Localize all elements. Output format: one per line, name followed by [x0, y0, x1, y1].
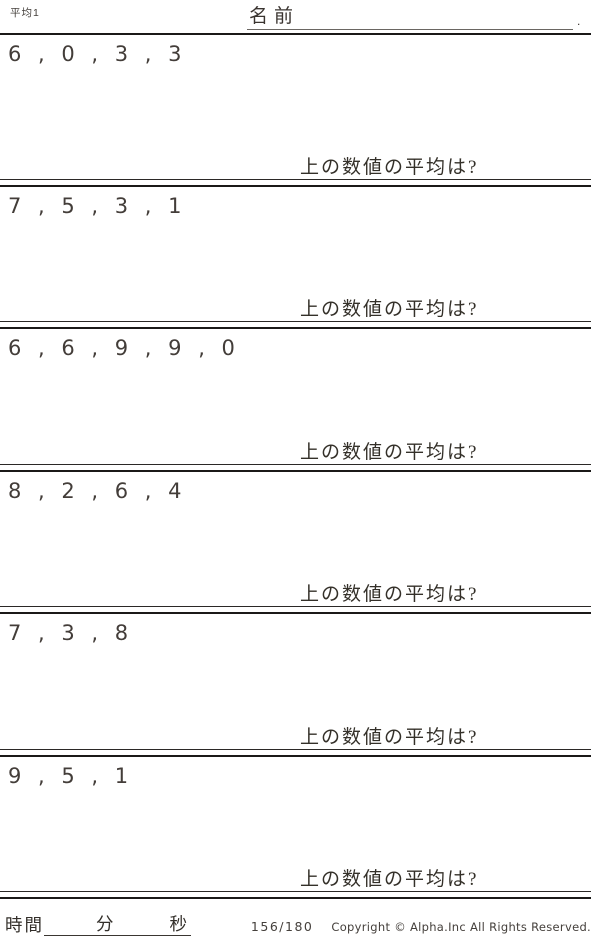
copyright-text: Copyright © Alpha.Inc All Rights Reserve… — [331, 920, 591, 934]
question-label: 上の数値の平均は? — [300, 869, 479, 890]
question-label: 上の数値の平均は? — [300, 726, 479, 748]
answer-line-1[interactable]: 上の数値の平均は? — [0, 156, 591, 180]
question-label: 上の数値の平均は? — [300, 584, 479, 605]
question-label: 上の数値の平均は? — [300, 441, 479, 463]
problem-numbers: 6 , 6 , 9 , 9 , 0 — [8, 336, 240, 360]
problem-block-5: 7 , 3 , 8 上の数値の平均は? — [0, 614, 591, 757]
answer-line-4[interactable]: 上の数値の平均は? — [0, 583, 591, 607]
name-line-suffix: . — [577, 14, 581, 28]
problem-block-1: 6 , 0 , 3 , 3 上の数値の平均は? — [0, 35, 591, 187]
question-label: 上の数値の平均は? — [300, 299, 479, 320]
name-label: 名前 — [249, 6, 300, 27]
worksheet-title: 平均1 — [10, 7, 40, 19]
header: 平均1 名前 . — [0, 0, 591, 35]
footer: 時間 分 秒 156/180 Copyright © Alpha.Inc All… — [0, 899, 600, 939]
problem-block-6: 9 , 5 , 1 上の数値の平均は? — [0, 757, 591, 899]
minutes-input-line[interactable] — [44, 914, 93, 936]
page-indicator: 156/180 — [250, 919, 314, 934]
problem-numbers: 7 , 3 , 8 — [8, 621, 134, 645]
problem-numbers: 7 , 5 , 3 , 1 — [8, 193, 187, 218]
problem-numbers: 9 , 5 , 1 — [8, 763, 134, 788]
problem-block-2: 7 , 5 , 3 , 1 上の数値の平均は? — [0, 187, 591, 329]
problem-block-4: 8 , 2 , 6 , 4 上の数値の平均は? — [0, 472, 591, 614]
question-label: 上の数値の平均は? — [300, 156, 479, 178]
minutes-label: 分 — [93, 913, 118, 936]
seconds-input-line[interactable] — [117, 914, 167, 936]
time-field: 時間 分 秒 — [5, 913, 191, 936]
answer-line-6[interactable]: 上の数値の平均は? — [0, 868, 591, 892]
problem-block-3: 6 , 6 , 9 , 9 , 0 上の数値の平均は? — [0, 329, 591, 472]
seconds-label: 秒 — [166, 913, 191, 936]
name-input-line[interactable]: 名前 — [247, 4, 573, 30]
answer-line-3[interactable]: 上の数値の平均は? — [0, 441, 591, 465]
problem-numbers: 6 , 0 , 3 , 3 — [8, 42, 187, 66]
answer-line-5[interactable]: 上の数値の平均は? — [0, 726, 591, 750]
footer-right: 156/180 Copyright © Alpha.Inc All Rights… — [251, 919, 591, 936]
answer-line-2[interactable]: 上の数値の平均は? — [0, 298, 591, 322]
problem-numbers: 8 , 2 , 6 , 4 — [8, 478, 187, 503]
time-label: 時間 — [5, 915, 44, 935]
